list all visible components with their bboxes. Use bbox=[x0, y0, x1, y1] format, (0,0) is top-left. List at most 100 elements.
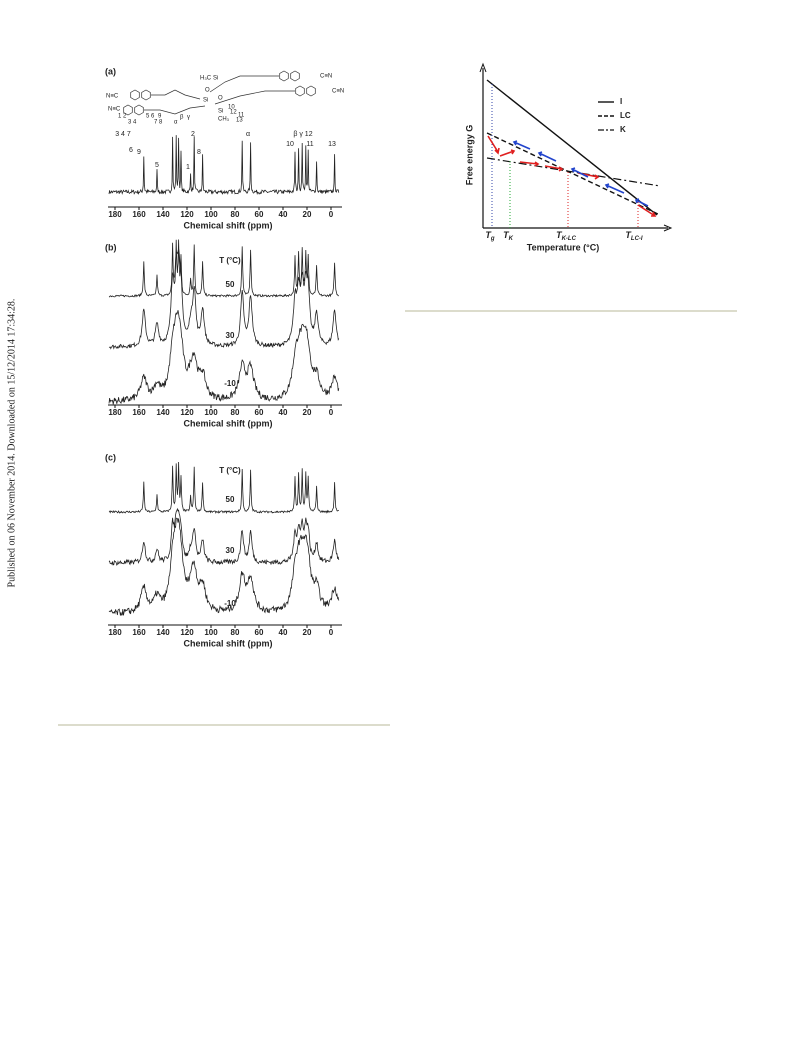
ring bbox=[279, 70, 289, 82]
spectrum bbox=[108, 517, 340, 616]
tick-label: 40 bbox=[279, 210, 288, 219]
temperature-label: 30 bbox=[226, 546, 235, 555]
tick-label: 160 bbox=[132, 628, 146, 637]
peak-label: 6 bbox=[129, 147, 133, 154]
panel-label: (c) bbox=[105, 452, 116, 462]
tick-label: 120 bbox=[180, 210, 194, 219]
tick-label: 100 bbox=[204, 210, 218, 219]
tick-label: 120 bbox=[180, 408, 194, 417]
tick-label: 140 bbox=[156, 210, 170, 219]
x-label-main: T bbox=[485, 230, 492, 240]
tick-label: 0 bbox=[329, 210, 334, 219]
tick-label: 120 bbox=[180, 628, 194, 637]
x-label: TK bbox=[503, 230, 514, 241]
tick-label: 20 bbox=[303, 408, 312, 417]
ring bbox=[123, 104, 133, 116]
temperature-label: -10 bbox=[224, 599, 236, 608]
temperature-label: 30 bbox=[226, 331, 235, 340]
temperature-label: 50 bbox=[226, 280, 235, 289]
tick-label: 60 bbox=[255, 210, 264, 219]
tick-label: 100 bbox=[204, 628, 218, 637]
x-label-sub: g bbox=[490, 236, 495, 242]
axis-title: Chemical shift (ppm) bbox=[183, 418, 272, 428]
structure-label: 1 2 bbox=[118, 114, 127, 120]
spectrum bbox=[108, 310, 340, 405]
x-label: TLC-I bbox=[625, 230, 642, 241]
axis-title: Chemical shift (ppm) bbox=[183, 220, 272, 230]
peak-label: 11 bbox=[306, 141, 313, 148]
temperature-label: 50 bbox=[226, 495, 235, 504]
x-label: Tg bbox=[485, 230, 495, 241]
legend-label: LC bbox=[620, 111, 631, 120]
peak-label: 3 4 7 bbox=[115, 131, 131, 138]
structure-label: N≡C bbox=[106, 94, 119, 100]
structure-label: 5 6 bbox=[146, 114, 155, 120]
peak-label: 10 bbox=[286, 141, 294, 148]
tick-label: 20 bbox=[303, 210, 312, 219]
chain bbox=[144, 75, 295, 115]
temperature-title: T (°C) bbox=[219, 466, 241, 475]
legend-label: K bbox=[620, 125, 626, 134]
spectrum bbox=[108, 507, 340, 566]
structure-label: N≡C bbox=[108, 107, 121, 113]
peak-label: 5 bbox=[155, 162, 159, 169]
legend-label: I bbox=[620, 97, 622, 106]
x-label-main: T bbox=[556, 230, 563, 240]
structure-label: C≡N bbox=[332, 89, 344, 95]
tick-label: 180 bbox=[108, 628, 122, 637]
free-energy-diagram bbox=[479, 62, 673, 232]
ring bbox=[134, 104, 144, 116]
spectrum bbox=[108, 135, 340, 196]
tick-label: 20 bbox=[303, 628, 312, 637]
tick-label: 40 bbox=[279, 628, 288, 637]
tick-label: 80 bbox=[231, 210, 240, 219]
panel-label: (b) bbox=[105, 242, 117, 252]
tick-label: 60 bbox=[255, 628, 264, 637]
spectrum bbox=[108, 461, 339, 514]
ring bbox=[141, 89, 151, 101]
tick-label: 40 bbox=[279, 408, 288, 417]
peak-label: 9 bbox=[137, 149, 141, 156]
y-axis-title: Free energy G bbox=[464, 125, 474, 186]
ring bbox=[295, 85, 305, 97]
side-note: Published on 06 November 2014. Downloade… bbox=[6, 299, 17, 588]
spectrum bbox=[108, 248, 340, 350]
structure-label: Si bbox=[203, 98, 208, 104]
peak-label: α bbox=[246, 131, 250, 138]
temperature-title: T (°C) bbox=[219, 256, 241, 265]
x-label: TK-LC bbox=[556, 230, 576, 241]
x-label-sub: LC-I bbox=[631, 236, 643, 242]
peak-label: 13 bbox=[328, 141, 336, 148]
x-label-main: T bbox=[503, 230, 510, 240]
structure-label: H₃C bbox=[200, 76, 212, 82]
peak-label: 1 bbox=[186, 164, 190, 171]
structure-label: 13 bbox=[236, 118, 243, 124]
peak-label: β γ 12 bbox=[293, 131, 312, 138]
structure-label: 10 bbox=[228, 105, 235, 111]
structure-label: 11 bbox=[238, 113, 245, 119]
peak-label: 8 bbox=[197, 149, 201, 156]
structure-label: α bbox=[174, 120, 178, 126]
x-label-sub: K-LC bbox=[562, 236, 577, 242]
structure-label: 12 bbox=[230, 110, 237, 116]
structure-label: O bbox=[205, 88, 210, 94]
peak-label: 2 bbox=[191, 131, 195, 138]
structure-label: Si bbox=[213, 76, 218, 82]
tick-label: 160 bbox=[132, 210, 146, 219]
structure-label: Si bbox=[218, 109, 223, 115]
structure-label: 7 8 bbox=[154, 120, 163, 126]
structure-label: CH₃ bbox=[218, 117, 230, 123]
x-axis-title: Temperature (°C) bbox=[527, 242, 599, 252]
structure-label: 3 4 bbox=[128, 120, 137, 126]
structure-label: β bbox=[180, 115, 184, 121]
structure-label: γ bbox=[187, 115, 190, 121]
ring bbox=[290, 70, 300, 82]
x-label-sub: K bbox=[509, 236, 514, 242]
tick-label: 160 bbox=[132, 408, 146, 417]
axis-title: Chemical shift (ppm) bbox=[183, 638, 272, 648]
tick-label: 0 bbox=[329, 408, 334, 417]
tick-label: 180 bbox=[108, 408, 122, 417]
ring bbox=[306, 85, 316, 97]
structure-label: O bbox=[218, 96, 223, 102]
